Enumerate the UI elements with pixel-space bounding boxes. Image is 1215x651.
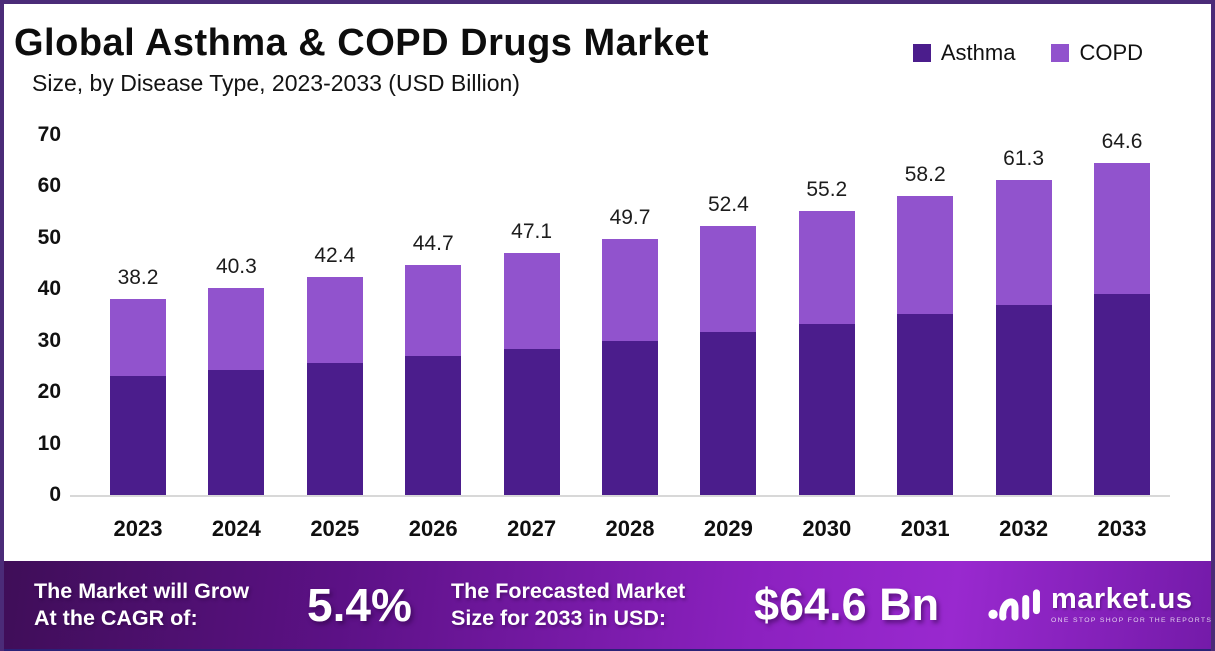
- asthma-bar-segment: [405, 356, 462, 495]
- y-axis-tick-label: 60: [37, 174, 61, 198]
- marketus-logo: market.us ONE STOP SHOP FOR THE REPORTS: [987, 583, 1213, 625]
- y-axis-tick-label: 70: [37, 123, 61, 146]
- legend-label-asthma: Asthma: [940, 40, 1016, 65]
- bar-total-label: 38.2: [117, 265, 159, 289]
- x-axis-year-label: 2033: [1097, 516, 1147, 541]
- marketus-logo-icon: [988, 589, 1040, 621]
- y-axis-tick-label: 40: [37, 277, 61, 301]
- x-axis-year-label: 2032: [999, 516, 1049, 541]
- copd-bar-segment: [798, 211, 855, 324]
- asthma-bar-segment: [503, 348, 560, 495]
- x-axis-year-label: 2025: [310, 516, 360, 541]
- copd-bar-segment: [1094, 162, 1150, 295]
- chart-subtitle: Size, by Disease Type, 2023-2033 (USD Bi…: [32, 70, 520, 96]
- asthma-bar-segment: [306, 362, 363, 495]
- marketus-logo-text: market.us: [1051, 583, 1193, 616]
- cagr-label: The Market will Grow At the CAGR of:: [34, 578, 249, 632]
- asthma-swatch-icon: [912, 44, 931, 62]
- asthma-bar-segment: [798, 323, 855, 495]
- forecast-label: The Forecasted Market Size for 2033 in U…: [451, 578, 685, 632]
- copd-bar-segment: [700, 225, 757, 333]
- asthma-bar-segment: [208, 369, 265, 495]
- legend-label-copd: COPD: [1079, 40, 1143, 65]
- bar-total-label: 44.7: [412, 232, 454, 256]
- cagr-value: 5.4%: [307, 579, 412, 631]
- forecast-value: $64.6 Bn: [754, 579, 940, 630]
- bar-total-label: 42.4: [314, 243, 356, 267]
- x-axis-year-label: 2027: [507, 516, 557, 541]
- x-axis-year-label: 2023: [113, 516, 163, 541]
- cagr-label-line1: The Market will Grow: [34, 579, 250, 603]
- forecast-label-line1: The Forecasted Market: [451, 579, 686, 603]
- bar-total-label: 52.4: [707, 192, 749, 216]
- copd-bar-segment: [110, 298, 166, 377]
- y-axis-tick-label: 10: [37, 431, 61, 455]
- copd-bar-segment: [208, 287, 265, 370]
- asthma-bar-segment: [110, 376, 166, 495]
- asthma-bar-segment: [700, 332, 757, 495]
- legend-item-asthma: Asthma: [912, 40, 1016, 66]
- copd-bar-segment: [306, 276, 363, 363]
- y-axis-tick-label: 0: [49, 483, 61, 506]
- copd-bar-segment: [995, 179, 1052, 305]
- bar-total-label: 49.7: [609, 206, 651, 230]
- bar-total-label: 58.2: [904, 162, 946, 186]
- x-axis-line: [70, 495, 1170, 497]
- marketus-logo-tagline: ONE STOP SHOP FOR THE REPORTS: [1051, 617, 1213, 625]
- legend-item-copd: COPD: [1051, 40, 1143, 66]
- copd-bar-segment: [602, 239, 658, 341]
- cagr-label-line2: At the CAGR of:: [34, 606, 198, 630]
- bar-total-label: 47.1: [511, 219, 553, 243]
- x-axis-year-label: 2026: [408, 516, 458, 541]
- asthma-bar-segment: [995, 304, 1052, 495]
- asthma-bar-segment: [1094, 294, 1150, 495]
- y-axis-tick-label: 20: [37, 380, 61, 404]
- legend: Asthma COPD: [912, 40, 1143, 66]
- x-axis-year-label: 2030: [802, 516, 852, 541]
- bar-total-label: 61.3: [1003, 146, 1045, 170]
- asthma-bar-segment: [602, 340, 658, 495]
- footer-banner: The Market will Grow At the CAGR of: 5.4…: [4, 561, 1213, 651]
- copd-bar-segment: [405, 265, 462, 357]
- x-axis-year-label: 2024: [211, 516, 261, 541]
- x-axis-year-label: 2029: [703, 516, 753, 541]
- x-axis-year-label: 2031: [900, 516, 950, 541]
- y-axis-tick-label: 30: [37, 328, 61, 352]
- bar-total-label: 55.2: [806, 178, 848, 202]
- asthma-bar-segment: [897, 314, 954, 495]
- copd-bar-segment: [897, 195, 954, 315]
- copd-swatch-icon: [1051, 44, 1070, 62]
- bar-total-label: 64.6: [1101, 129, 1143, 153]
- bar-total-label: 40.3: [215, 254, 257, 278]
- forecast-label-line2: Size for 2033 in USD:: [451, 606, 667, 630]
- y-axis-tick-label: 50: [37, 225, 61, 249]
- x-axis-year-label: 2028: [605, 516, 655, 541]
- copd-bar-segment: [503, 252, 560, 349]
- chart-title: Global Asthma & COPD Drugs Market: [14, 22, 709, 64]
